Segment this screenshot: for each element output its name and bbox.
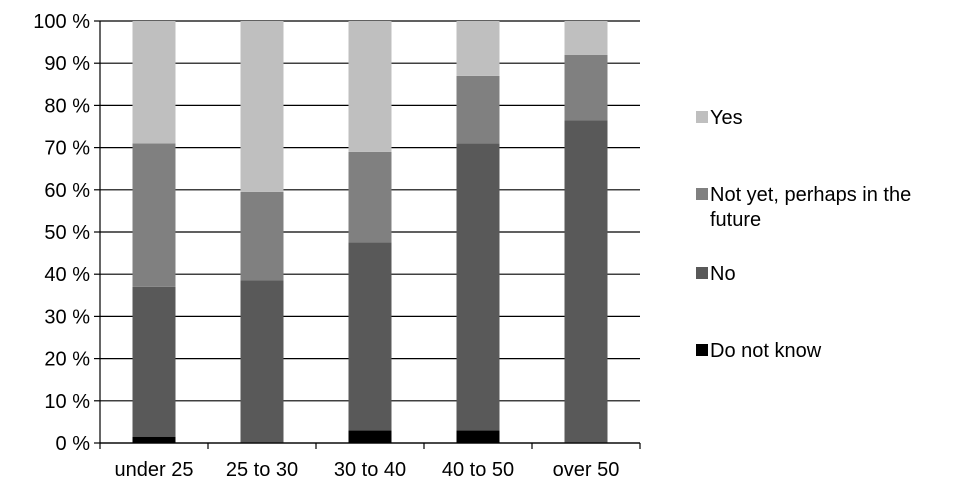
y-tick-label: 10 % <box>44 391 90 413</box>
bar-segment-yes <box>240 21 284 192</box>
bar-stack-over-50 <box>564 21 608 444</box>
bar-segment-no <box>456 143 500 431</box>
bar-stack-40-to-50 <box>456 21 500 443</box>
x-tick-label: under 25 <box>115 459 194 481</box>
x-tick-label: 25 to 30 <box>226 459 298 481</box>
y-axis: 0 % 10 % 20 % 30 % 40 % 50 % 60 % 70 % 80 % 90 % 1… <box>33 11 101 455</box>
bar-segment-yes <box>456 21 500 76</box>
bar-segment-no <box>240 280 284 443</box>
legend-item-do-not-know: Do not know <box>696 340 822 362</box>
bar-segment-yes <box>132 21 176 144</box>
bar-segment-not-yet-perhaps-in-the-future <box>240 191 284 281</box>
y-tick-label: 0 % <box>56 433 91 455</box>
y-tick-label: 100 % <box>33 11 90 33</box>
bar-segment-do-not-know <box>132 436 176 443</box>
legend-swatch <box>696 111 708 123</box>
bar-segment-not-yet-perhaps-in-the-future <box>132 143 176 287</box>
legend: Yes Not yet, perhaps in the future No Do not… <box>696 107 911 362</box>
legend-item-not-yet-perhaps-in-the-future: Not yet, perhaps in the future <box>696 184 911 231</box>
bar-stack-30-to-40 <box>348 21 392 443</box>
bar-segment-not-yet-perhaps-in-the-future <box>348 151 392 243</box>
bar-segment-yes <box>348 21 392 152</box>
bar-stack-25-to-30 <box>240 21 284 443</box>
legend-swatch <box>696 188 708 200</box>
x-axis: under 25 25 to 30 30 to 40 40 to 50 over 50 <box>99 442 641 481</box>
bar-segment-not-yet-perhaps-in-the-future <box>456 75 500 144</box>
legend-item-no: No <box>696 263 736 285</box>
x-tick-label: over 50 <box>553 459 620 481</box>
bar-segment-not-yet-perhaps-in-the-future <box>564 54 608 121</box>
legend-label: Do not know <box>710 340 822 362</box>
y-tick-label: 50 % <box>44 222 90 244</box>
y-tick-label: 80 % <box>44 95 90 117</box>
bar-segment-do-not-know <box>456 430 500 443</box>
x-tick-label: 30 to 40 <box>334 459 406 481</box>
legend-item-yes: Yes <box>696 107 743 129</box>
bar-segment-no <box>132 286 176 437</box>
y-tick-label: 30 % <box>44 306 90 328</box>
y-tick-label: 70 % <box>44 138 90 160</box>
bars <box>132 21 608 444</box>
legend-label: Not yet, perhaps in the future <box>710 184 911 231</box>
bar-stack-under-25 <box>132 21 176 443</box>
y-tick-label: 40 % <box>44 264 90 286</box>
legend-label: Yes <box>710 107 743 129</box>
bar-segment-no <box>348 242 392 431</box>
bar-segment-do-not-know <box>348 430 392 443</box>
bar-segment-yes <box>564 21 608 55</box>
y-tick-label: 90 % <box>44 53 90 75</box>
y-tick-label: 20 % <box>44 349 90 371</box>
x-tick-label: 40 to 50 <box>442 459 514 481</box>
legend-swatch <box>696 267 708 279</box>
legend-label: No <box>710 263 736 285</box>
bar-segment-no <box>564 120 608 444</box>
legend-swatch <box>696 344 708 356</box>
y-tick-label: 60 % <box>44 180 90 202</box>
